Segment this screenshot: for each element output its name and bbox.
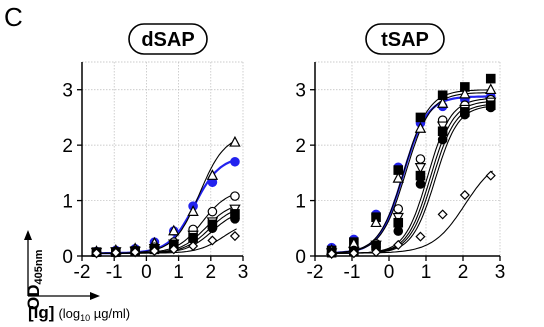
data-point-series-7 xyxy=(393,239,404,250)
x-axis-label-main: [Ig] xyxy=(28,303,54,322)
data-point-series-6 xyxy=(207,235,218,246)
x-axis-unit-sub: 10 xyxy=(80,313,90,323)
chart-title: dSAP xyxy=(141,29,194,51)
data-point-series-6 xyxy=(130,247,141,258)
data-point-series-5 xyxy=(230,214,240,224)
x-axis-label: [Ig] (log10 µg/ml) xyxy=(28,303,130,323)
data-point-series-2 xyxy=(485,83,497,95)
y-tick-label: 0 xyxy=(62,247,73,268)
data-point-series-7 xyxy=(371,247,382,258)
y-axis-label-sub: 405nm xyxy=(33,249,45,284)
x-tick-label: 0 xyxy=(141,262,152,283)
title-pill xyxy=(365,23,445,55)
data-point-series-6 xyxy=(393,226,404,236)
x-tick-label: 2 xyxy=(206,262,217,283)
x-tick-label: 2 xyxy=(458,262,469,283)
y-tick-label: 3 xyxy=(62,81,73,102)
fit-curve-series-4 xyxy=(329,100,493,254)
data-point-series-6 xyxy=(415,179,426,189)
fit-curve-series-6 xyxy=(329,105,493,254)
data-point-series-1 xyxy=(415,112,426,123)
data-point-series-6 xyxy=(168,244,179,255)
fit-curve-series-1 xyxy=(94,139,237,254)
y-arrow-head xyxy=(24,230,32,240)
data-point-series-6 xyxy=(149,245,160,257)
x-axis-unit-post: µg/ml) xyxy=(90,306,130,321)
data-point-series-6 xyxy=(437,134,448,145)
data-point-series-5 xyxy=(393,217,404,228)
y-tick-label: 2 xyxy=(62,136,73,157)
data-point-series-2 xyxy=(414,122,427,133)
data-point-series-2 xyxy=(459,87,471,99)
data-point-series-2 xyxy=(392,171,404,183)
x-tick-label: 0 xyxy=(384,262,395,283)
data-point-series-7 xyxy=(415,231,426,242)
x-tick-label: -1 xyxy=(344,262,361,283)
x-tick-label: 1 xyxy=(421,262,432,283)
x-tick-label: 3 xyxy=(238,262,249,283)
x-axis-unit-pre: (log xyxy=(58,306,80,321)
data-point-series-7 xyxy=(459,189,470,201)
x-arrow-head xyxy=(90,292,100,300)
data-point-series-1 xyxy=(168,224,180,236)
chart-title: tSAP xyxy=(381,29,429,51)
data-point-series-7 xyxy=(348,248,359,259)
x-tick-label: -2 xyxy=(74,262,91,283)
y-axis-label: OD405nm xyxy=(24,249,45,310)
panel-letter: C xyxy=(4,2,23,32)
data-point-series-6 xyxy=(110,247,121,258)
data-point-series-7 xyxy=(437,209,448,220)
data-point-series-3 xyxy=(415,154,426,164)
data-point-series-2 xyxy=(436,97,449,108)
data-point-series-2 xyxy=(230,191,240,201)
data-point-series-7 xyxy=(326,248,337,259)
x-tick-label: 3 xyxy=(495,262,506,283)
y-tick-label: 2 xyxy=(295,136,306,157)
y-tick-label: 1 xyxy=(295,192,306,213)
data-point-series-6 xyxy=(91,248,102,259)
data-point-series-4 xyxy=(414,163,427,174)
data-point-series-1 xyxy=(229,135,241,147)
data-point-series-5 xyxy=(207,223,218,234)
fit-curve-series-5 xyxy=(329,103,493,254)
data-point-series-2 xyxy=(370,216,382,228)
y-tick-label: 0 xyxy=(295,247,306,268)
data-point-series-1 xyxy=(485,73,496,84)
axis-direction-arrows xyxy=(24,230,100,300)
data-point-series-7 xyxy=(485,170,496,181)
data-point-series-1 xyxy=(187,205,199,216)
svg-text:OD405nm: OD405nm xyxy=(24,249,45,310)
y-tick-label: 1 xyxy=(62,192,73,213)
title-pill xyxy=(128,23,208,55)
data-point-series-5 xyxy=(437,126,448,137)
chart-panel-tsap: tSAP -2 -1 0 1 2 3 0 1 2 3 xyxy=(295,23,506,283)
data-point-series-1 xyxy=(206,169,219,180)
data-point-series-6 xyxy=(188,240,199,252)
y-axis-label-main: OD xyxy=(24,285,43,311)
x-tick-label: -2 xyxy=(307,262,324,283)
data-point-series-6 xyxy=(460,109,470,120)
data-point-series-5 xyxy=(415,170,426,181)
data-point-series-6 xyxy=(485,102,496,113)
x-tick-label: 1 xyxy=(173,262,184,283)
data-point-series-2 xyxy=(207,206,218,217)
y-tick-label: 3 xyxy=(295,81,306,102)
data-point-series-6 xyxy=(229,230,240,242)
x-tick-label: -1 xyxy=(106,262,123,283)
data-point-series-3 xyxy=(393,204,404,214)
data-point-series-0 xyxy=(230,156,240,167)
